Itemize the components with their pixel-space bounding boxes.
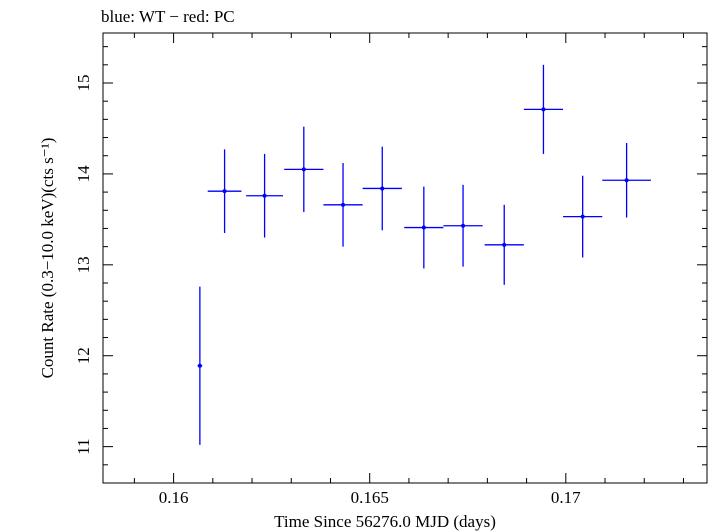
point-marker bbox=[502, 242, 507, 247]
x-axis: 0.16 0.165 0.17 bbox=[133, 33, 684, 507]
data-point bbox=[207, 149, 242, 233]
point-marker bbox=[262, 193, 267, 198]
y-tick-label: 12 bbox=[74, 347, 93, 364]
point-marker bbox=[421, 225, 426, 230]
data-point bbox=[443, 184, 483, 267]
data-point bbox=[362, 146, 402, 231]
point-marker bbox=[580, 214, 585, 219]
data-point bbox=[602, 143, 651, 218]
point-marker bbox=[222, 189, 227, 194]
point-marker bbox=[624, 178, 629, 183]
data-point bbox=[563, 175, 603, 258]
x-axis-label: Time Since 56276.0 MJD (days) bbox=[274, 512, 496, 531]
point-marker bbox=[301, 167, 306, 172]
chart-title: blue: WT − red: PC bbox=[101, 7, 235, 26]
y-axis-label: Count Rate (0.3−10.0 keV)(cts s⁻¹) bbox=[38, 138, 57, 379]
data-point bbox=[246, 153, 284, 238]
y-axis: 11 12 13 14 15 bbox=[74, 46, 707, 484]
data-point bbox=[197, 286, 203, 445]
data-series bbox=[197, 64, 651, 445]
point-marker bbox=[197, 363, 202, 368]
plot-frame bbox=[102, 32, 708, 484]
y-tick-label: 13 bbox=[74, 256, 93, 273]
y-tick-label: 15 bbox=[74, 75, 93, 92]
x-tick-label: 0.16 bbox=[159, 488, 189, 507]
point-marker bbox=[541, 107, 546, 112]
y-tick-label: 11 bbox=[74, 438, 93, 454]
x-tick-label: 0.165 bbox=[351, 488, 389, 507]
data-point bbox=[404, 186, 444, 269]
data-point bbox=[484, 204, 524, 285]
y-tick-label: 14 bbox=[74, 165, 93, 183]
data-point bbox=[323, 163, 363, 247]
point-marker bbox=[341, 202, 346, 207]
point-marker bbox=[461, 223, 466, 228]
x-tick-label: 0.17 bbox=[551, 488, 581, 507]
point-marker bbox=[380, 186, 385, 191]
data-point bbox=[284, 126, 324, 213]
data-point bbox=[523, 64, 564, 154]
